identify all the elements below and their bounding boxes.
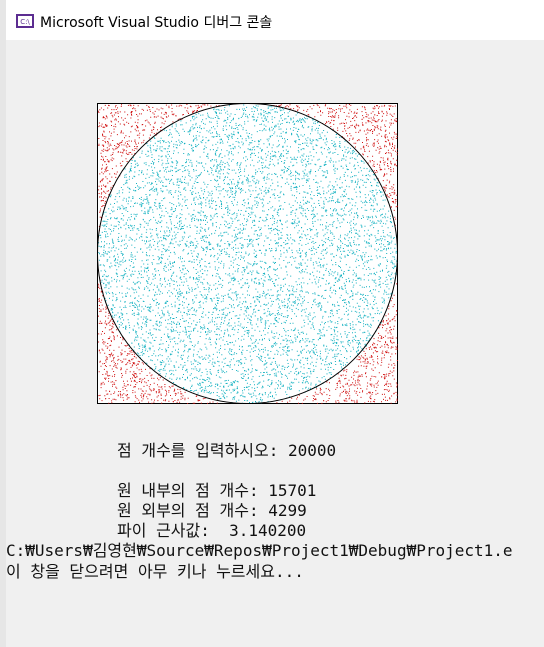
svg-text:C:\: C:\ xyxy=(20,18,30,26)
title-bar: C:\ Microsoft Visual Studio 디버그 콘솔 xyxy=(6,0,544,40)
monte-carlo-plot xyxy=(97,103,398,404)
result-line: 원 외부의 점 개수: 4299 xyxy=(117,501,307,520)
result-line: 원 내부의 점 개수: 15701 xyxy=(117,481,317,500)
app-icon: C:\ xyxy=(16,14,34,28)
exit-line: 이 창을 닫으려면 아무 키나 누르세요... xyxy=(6,562,304,581)
path-line: C:₩Users₩김영현₩Source₩Repos₩Project1₩Debug… xyxy=(6,541,513,560)
window-title: Microsoft Visual Studio 디버그 콘솔 xyxy=(40,15,273,31)
inside-dots xyxy=(98,104,398,404)
prompt-line: 점 개수를 입력하시오: 20000 xyxy=(117,441,337,460)
circle xyxy=(97,103,398,404)
result-line: 파이 근사값: 3.140200 xyxy=(117,521,307,540)
